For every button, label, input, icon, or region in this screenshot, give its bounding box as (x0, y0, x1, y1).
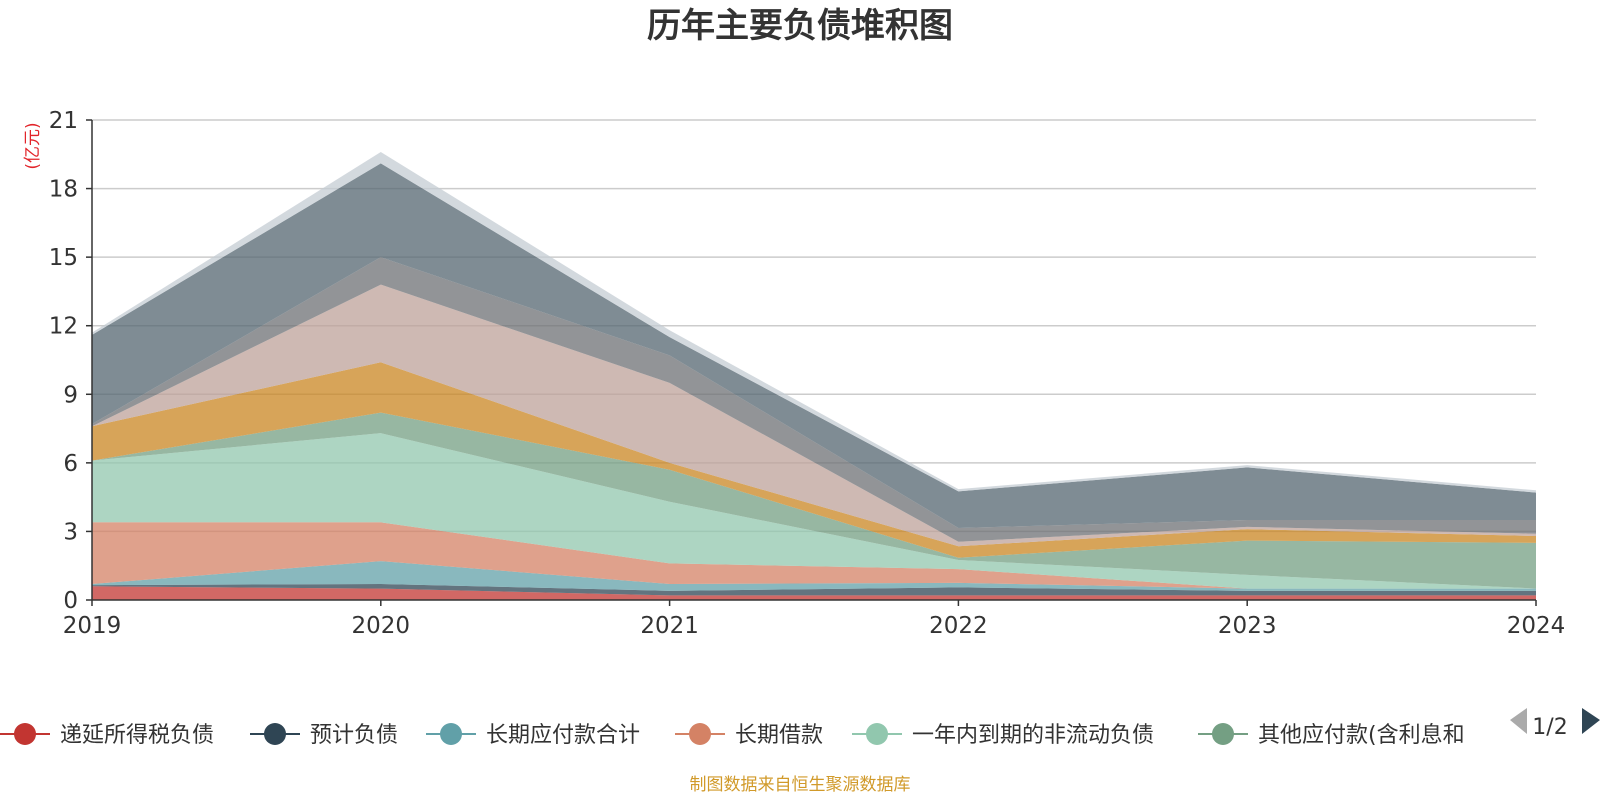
area-series-4 (92, 522, 1536, 589)
y-axis-unit-label: (亿元) (23, 122, 43, 169)
area-series-8 (92, 284, 1536, 547)
legend-label: 一年内到期的非流动负债 (912, 723, 1154, 748)
y-tick-label: 3 (63, 519, 78, 545)
legend-circle-icon (866, 723, 888, 745)
area-series-1 (92, 586, 1536, 600)
legend-circle-icon (440, 723, 462, 745)
legend-label: 其他应付款(含利息和 (1258, 723, 1465, 748)
x-tick-label: 2023 (1218, 613, 1277, 639)
area-series-5 (92, 433, 1536, 589)
axes: 0 3 6 9 12 15 18 21 2019 2020 2021 2022 2023 2024 (49, 108, 1566, 639)
area-series-10 (92, 163, 1536, 528)
legend-next-page-icon[interactable] (1582, 708, 1600, 734)
y-tick-label: 0 (63, 588, 78, 614)
y-tick-label: 18 (49, 177, 78, 203)
y-tick-label: 15 (49, 245, 78, 271)
legend-circle-icon (1212, 723, 1234, 745)
legend-pager: 1/2 (1510, 708, 1600, 740)
area-series-3 (92, 561, 1536, 591)
legend-item-3[interactable]: 长期应付款合计 (426, 723, 640, 748)
legend-item-2[interactable]: 预计负债 (250, 723, 398, 748)
x-tick-label: 2020 (352, 613, 411, 639)
x-tick-label: 2019 (63, 613, 122, 639)
area-series-2 (92, 584, 1536, 596)
legend-label: 长期借款 (735, 723, 823, 748)
legend: 递延所得税负债 预计负债 长期应付款合计 长期借款 一年内到期的非流动负债 其他应付款(含… (0, 723, 1465, 748)
legend-item-4[interactable]: 长期借款 (675, 723, 823, 748)
legend-page-indicator: 1/2 (1532, 715, 1567, 740)
x-tick-label: 2021 (640, 613, 699, 639)
legend-label: 长期应付款合计 (486, 723, 640, 748)
legend-circle-icon (689, 723, 711, 745)
x-tick-label: 2024 (1507, 613, 1566, 639)
area-series-6 (92, 412, 1536, 589)
legend-circle-icon (264, 723, 286, 745)
y-tick-label: 21 (49, 108, 78, 134)
y-tick-label: 6 (63, 451, 78, 477)
legend-item-6[interactable]: 其他应付款(含利息和 (1198, 723, 1465, 748)
chart-title: 历年主要负债堆积图 (647, 6, 953, 46)
y-tick-label: 12 (49, 314, 78, 340)
legend-label: 预计负债 (310, 723, 398, 748)
legend-label: 递延所得税负债 (60, 723, 214, 748)
area-series-7 (92, 362, 1536, 558)
x-tick-label: 2022 (929, 613, 988, 639)
legend-item-1[interactable]: 递延所得税负债 (0, 723, 214, 748)
legend-circle-icon (14, 723, 36, 745)
source-note: 制图数据来自恒生聚源数据库 (690, 775, 911, 795)
legend-prev-page-icon[interactable] (1510, 708, 1527, 734)
area-series-group (92, 152, 1536, 600)
y-tick-label: 9 (63, 382, 78, 408)
legend-item-5[interactable]: 一年内到期的非流动负债 (852, 723, 1154, 748)
